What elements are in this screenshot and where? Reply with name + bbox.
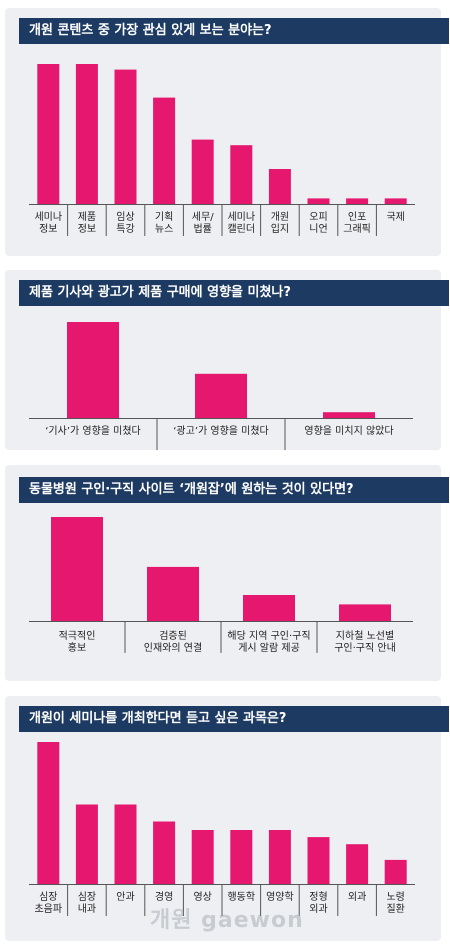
bar-2 bbox=[75, 804, 98, 884]
watermark-logo: 개원 gaewon bbox=[150, 908, 304, 933]
bar-9 bbox=[346, 844, 369, 884]
bar-8 bbox=[307, 837, 330, 884]
bar-2 bbox=[75, 64, 98, 204]
bar-3 bbox=[114, 804, 137, 884]
bar-3 bbox=[323, 412, 375, 418]
bar-4 bbox=[339, 604, 391, 621]
bar-chart-1: 세미나 정보 제품 정보 임상 특강 기획 뉴스 세무/법률 세미나 캘린더 개원 입지 오피 니언 인포 그래… bbox=[29, 64, 415, 236]
category-label: 기획 뉴스 bbox=[155, 211, 173, 235]
bar-6 bbox=[230, 830, 253, 884]
bar-4 bbox=[153, 821, 176, 884]
category-label: 세무/법률 bbox=[192, 211, 214, 235]
category-label: 경영 bbox=[155, 890, 173, 903]
bar-7 bbox=[268, 830, 291, 884]
category-label: 국제 bbox=[386, 211, 404, 223]
bar-3 bbox=[114, 69, 137, 204]
category-label: 오피 니언 bbox=[309, 211, 327, 235]
category-label: 정형 외과 bbox=[309, 891, 327, 915]
category-label: 지하철 노선별 구인·구직 안내 bbox=[334, 629, 396, 654]
bar-2 bbox=[147, 566, 199, 621]
bar-1 bbox=[67, 322, 119, 418]
chart-panel-1: 개원 콘텐츠 중 가장 관심 있게 보는 분야는? 세미나 정보 제품 정보 임상 특강 기… bbox=[5, 8, 449, 256]
category-label: 영상 bbox=[193, 891, 211, 903]
category-label: 영향을 미치지 않았다 bbox=[304, 425, 393, 437]
chart-title-1: 개원 콘텐츠 중 가장 관심 있게 보는 분야는? bbox=[19, 18, 449, 44]
category-label: 행동학 bbox=[227, 891, 255, 903]
category-label: 해당 지역 구인·구직 게시 알람 제공 bbox=[227, 629, 310, 654]
bar-10 bbox=[384, 859, 407, 884]
category-label: 임상 특강 bbox=[116, 210, 134, 235]
bar-1 bbox=[37, 742, 60, 884]
bar-1 bbox=[51, 517, 103, 621]
bar-9 bbox=[346, 198, 369, 204]
bar-8 bbox=[307, 198, 330, 204]
category-label: 영양학 bbox=[266, 891, 294, 903]
bar-1 bbox=[37, 64, 60, 204]
bar-4 bbox=[153, 97, 176, 204]
chart-title-2: 제품 기사와 광고가 제품 구매에 영향을 미쳤나? bbox=[19, 280, 449, 306]
chart-panel-4: 개원이 세미나를 개최한다면 듣고 싶은 과목은? 심장 초음파 심장 내과 안과 경영 영… bbox=[5, 696, 449, 941]
chart-panel-3: 동물병원 구인·구직 사이트 ‘개원잡’에 원하는 것이 있다면? 적극적인 홍보… bbox=[5, 465, 449, 681]
bar-chart-4: 심장 초음파 심장 내과 안과 경영 영상 행동학 영양학 정형 외과 외과 노령 질환 bbox=[29, 742, 415, 916]
bar-3 bbox=[243, 595, 295, 621]
category-label: 적극적인 홍보 bbox=[59, 630, 96, 654]
bar-chart-2: ‘기사’가 영향을 미쳤다 ‘광고’가 영향을 미쳤다 영향을 미치지 않았다 bbox=[29, 322, 413, 450]
category-label: 안과 bbox=[116, 891, 134, 903]
chart-panel-2: 제품 기사와 광고가 제품 구매에 영향을 미쳤나? ‘기사’가 영향을 미쳤다… bbox=[5, 270, 449, 450]
category-label: ‘기사’가 영향을 미쳤다 bbox=[45, 425, 141, 437]
category-label: 세미나 정보 bbox=[34, 211, 62, 235]
bar-7 bbox=[268, 169, 291, 204]
category-label: 노령 질환 bbox=[386, 891, 404, 915]
category-label: 인포 그래픽 bbox=[343, 211, 371, 235]
category-label: 심장 초음파 bbox=[34, 891, 62, 915]
bar-10 bbox=[384, 198, 407, 204]
bar-5 bbox=[191, 139, 214, 204]
category-label: 검증된 인재와의 연결 bbox=[144, 630, 202, 654]
category-label: 개원 입지 bbox=[271, 211, 289, 235]
category-label: 심장 내과 bbox=[78, 891, 96, 915]
bar-chart-3: 적극적인 홍보 검증된 인재와의 연결 해당 지역 구인·구직 게시 알람 제공 지하철 노… bbox=[29, 517, 413, 654]
chart-title-4: 개원이 세미나를 개최한다면 듣고 싶은 과목은? bbox=[19, 706, 449, 732]
category-label: 외과 bbox=[348, 891, 366, 903]
category-label: ‘광고’가 영향을 미쳤다 bbox=[173, 425, 269, 437]
category-label: 세미나 캘린더 bbox=[227, 211, 255, 235]
chart-title-3: 동물병원 구인·구직 사이트 ‘개원잡’에 원하는 것이 있다면? bbox=[19, 477, 449, 503]
category-label: 제품 정보 bbox=[78, 211, 96, 235]
bar-2 bbox=[195, 373, 247, 418]
bar-6 bbox=[230, 145, 253, 204]
bar-5 bbox=[191, 830, 214, 884]
